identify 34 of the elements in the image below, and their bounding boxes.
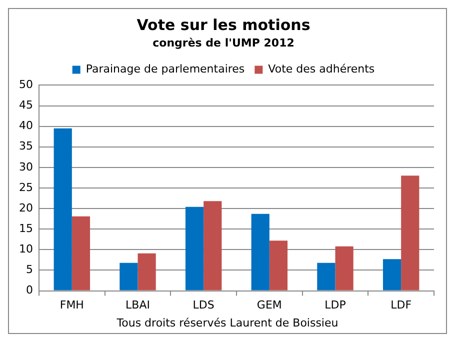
y-tick-label: 45 bbox=[18, 98, 33, 112]
y-tick-label: 30 bbox=[18, 160, 33, 174]
bar bbox=[335, 246, 354, 290]
y-tick-label: 35 bbox=[18, 140, 33, 153]
chart-title: Vote sur les motions bbox=[136, 16, 310, 34]
bar bbox=[269, 240, 288, 290]
y-tick-label: 10 bbox=[18, 242, 33, 256]
x-tick-label: LDF bbox=[390, 298, 412, 312]
bar bbox=[72, 216, 90, 290]
x-tick-label: LDP bbox=[324, 298, 346, 312]
legend-label: Parainage de parlementaires bbox=[86, 62, 245, 76]
x-tick-label: FMH bbox=[60, 298, 84, 312]
bar bbox=[317, 262, 336, 290]
y-tick-label: 0 bbox=[26, 284, 33, 297]
y-tick-label: 40 bbox=[18, 119, 33, 132]
bar bbox=[401, 176, 420, 290]
legend-label: Vote des adhérents bbox=[268, 62, 375, 76]
x-tick-label: LDS bbox=[192, 298, 214, 312]
chart-subtitle: congrès de l'UMP 2012 bbox=[152, 36, 294, 50]
bar bbox=[204, 201, 222, 290]
text: Tous droits réservés Laurent de Boissieu bbox=[116, 316, 338, 330]
bar bbox=[54, 128, 72, 290]
y-tick-label: 50 bbox=[18, 78, 33, 92]
x-tick-label: LBAI bbox=[126, 298, 150, 312]
x-tick-label: GEM bbox=[256, 298, 282, 312]
y-tick-label: 15 bbox=[18, 222, 33, 235]
bar bbox=[185, 206, 204, 290]
y-tick-label: 20 bbox=[18, 201, 33, 214]
bar bbox=[251, 214, 270, 290]
bar bbox=[382, 259, 402, 290]
y-tick-label: 25 bbox=[18, 180, 33, 194]
y-tick-label: 5 bbox=[26, 263, 33, 276]
bar bbox=[120, 262, 138, 290]
bar bbox=[138, 253, 156, 290]
